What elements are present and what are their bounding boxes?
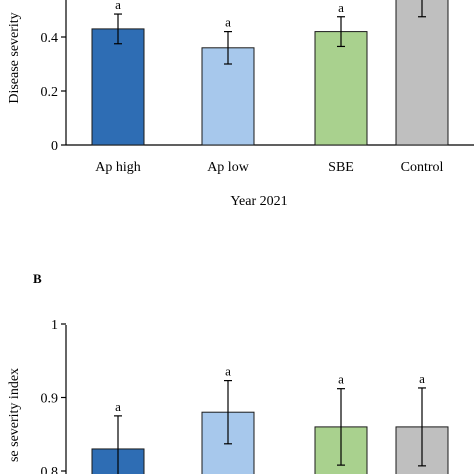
panel-b-label: B xyxy=(33,271,42,286)
panel-b-y-tick-label: 0.9 xyxy=(41,392,59,407)
panel-a-y-axis-label: Disease severity xyxy=(7,12,22,103)
panel-a-bar-sbe xyxy=(314,31,368,146)
panel-b-y-tick-label: 1 xyxy=(51,318,58,333)
panel-a-category-label: Ap low xyxy=(207,160,250,175)
panel-b-y-axis-label: se severity index xyxy=(7,368,22,462)
panel-a-bar-control xyxy=(395,0,449,146)
panel-a: Disease severity Year 2021 0 0.2 0.4 a Ap hi… xyxy=(7,0,474,209)
panel-a-y-tick-label: 0.4 xyxy=(41,31,59,46)
panel-b-significance-letter: a xyxy=(225,364,231,379)
panel-a-y-tick-label: 0 xyxy=(51,139,58,154)
panel-a-significance-letter: a xyxy=(115,0,121,12)
panel-a-significance-letter: a xyxy=(225,15,231,30)
panel-a-y-tick-label: 0.2 xyxy=(41,85,59,100)
panel-a-category-label: Ap high xyxy=(95,160,141,175)
panel-a-category-label: SBE xyxy=(328,160,354,175)
panel-a-x-axis-label: Year 2021 xyxy=(230,194,287,209)
panel-b-significance-letter: a xyxy=(419,371,425,386)
panel-b: B se severity index 0.8 0.9 1 a a a a xyxy=(7,271,449,474)
panel-b-y-tick-label: 0.8 xyxy=(41,465,59,474)
panel-a-significance-letter: a xyxy=(338,0,344,15)
panel-b-significance-letter: a xyxy=(115,399,121,414)
panel-b-significance-letter: a xyxy=(338,372,344,387)
panel-a-category-label: Control xyxy=(401,160,444,175)
panel-a-bar-ap-high xyxy=(91,28,145,146)
panel-b-marks: 0.8 0.9 1 a a a a xyxy=(41,318,449,474)
